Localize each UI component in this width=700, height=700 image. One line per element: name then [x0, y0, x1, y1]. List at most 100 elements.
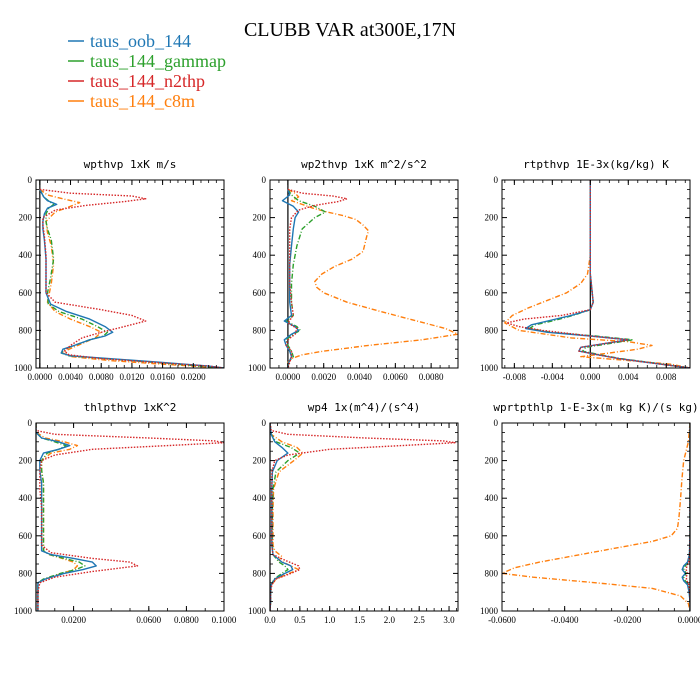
- series-line-taus_144_gammap: [285, 189, 327, 368]
- plot-frame: [269, 422, 459, 612]
- chart-panel: wprtpthlp 1-E-3x(m kg K)/(s kg) 0 200 400 60…: [480, 401, 700, 625]
- x-tick-label: 1.5: [354, 615, 366, 625]
- x-tick-label: 0.1000: [212, 615, 237, 625]
- series-line-taus_oob_144: [36, 423, 97, 611]
- panel-title: wpthvp 1xK m/s: [84, 158, 177, 171]
- y-tick-label: 200: [253, 456, 267, 466]
- series-line-taus_oob_144: [281, 189, 300, 368]
- y-tick-label: 1000: [14, 606, 33, 616]
- legend-label: taus_144_c8m: [90, 91, 195, 111]
- panel-title: wprtpthlp 1-E-3x(m kg K)/(s kg): [493, 401, 698, 414]
- figure-title: CLUBB VAR at300E,17N: [244, 19, 456, 41]
- legend-label: taus_144_gammap: [90, 51, 226, 71]
- x-tick-label: 0.0080: [419, 372, 444, 382]
- panel-title: wp4 1x(m^4)/(s^4): [308, 401, 421, 414]
- x-tick-label: 0.0600: [136, 615, 161, 625]
- series-line-taus_oob_144: [39, 189, 224, 368]
- legend-label: taus_oob_144: [90, 31, 191, 51]
- panel-title: thlpthvp 1xK^2: [84, 401, 177, 414]
- series-line-taus_144_n2thp: [36, 423, 224, 611]
- x-tick-label: -0.004: [541, 372, 565, 382]
- series-line-taus_144_gammap: [528, 180, 690, 368]
- panel-title: wp2thvp 1xK m^2/s^2: [301, 158, 427, 171]
- x-tick-label: 0.0060: [383, 372, 408, 382]
- x-tick-label: 2.0: [384, 615, 396, 625]
- y-tick-label: 800: [19, 568, 33, 578]
- y-tick-label: 200: [253, 213, 267, 223]
- y-tick-label: 1000: [248, 606, 267, 616]
- x-tick-label: 0.0200: [181, 372, 206, 382]
- y-tick-label: 600: [253, 531, 267, 541]
- series-line-taus_144_gammap: [36, 423, 86, 611]
- y-tick-label: 600: [19, 531, 33, 541]
- y-tick-label: 400: [485, 493, 499, 503]
- x-tick-label: 0.0160: [150, 372, 175, 382]
- y-tick-label: 600: [19, 288, 33, 298]
- series-line-taus_144_n2thp: [39, 188, 224, 368]
- x-tick-label: -0.0400: [551, 615, 579, 625]
- y-tick-label: 200: [19, 213, 33, 223]
- chart-panel: wp2thvp 1xK m^2/s^2 0 200 400 600 800 1000 0.00…: [248, 158, 459, 382]
- x-tick-label: 1.0: [324, 615, 336, 625]
- series-line-taus_144_n2thp: [685, 423, 690, 611]
- y-tick-label: 400: [253, 493, 267, 503]
- x-tick-label: 2.5: [414, 615, 426, 625]
- x-tick-label: -0.0600: [488, 615, 516, 625]
- x-tick-label: 0.0080: [89, 372, 114, 382]
- x-tick-label: 0.0120: [120, 372, 145, 382]
- x-tick-label: 0.000: [580, 372, 601, 382]
- y-tick-label: 0: [262, 175, 267, 185]
- series-line-taus_144_c8m: [287, 188, 458, 368]
- panel-title: rtpthvp 1E-3x(kg/kg) K: [523, 158, 669, 171]
- y-tick-label: 400: [19, 250, 33, 260]
- y-tick-label: 200: [485, 213, 499, 223]
- plot-frame: [501, 179, 691, 369]
- y-tick-label: 0: [494, 418, 499, 428]
- y-tick-label: 0: [262, 418, 267, 428]
- x-tick-label: 0.008: [656, 372, 677, 382]
- y-tick-label: 400: [485, 250, 499, 260]
- y-tick-label: 1000: [480, 363, 499, 373]
- x-tick-label: -0.008: [503, 372, 527, 382]
- y-tick-label: 1000: [14, 363, 33, 373]
- plot-frame: [269, 179, 459, 369]
- series-line-taus_144_gammap: [39, 189, 224, 368]
- y-tick-label: 800: [19, 325, 33, 335]
- y-tick-label: 800: [253, 325, 267, 335]
- series-line-taus_144_n2thp: [285, 188, 348, 368]
- x-tick-label: 0.0800: [174, 615, 199, 625]
- y-tick-label: 1000: [480, 606, 499, 616]
- x-tick-label: 0.0000: [678, 615, 700, 625]
- x-tick-label: 3.0: [443, 615, 455, 625]
- y-tick-label: 400: [253, 250, 267, 260]
- series-line-taus_144_c8m: [39, 188, 224, 368]
- y-tick-label: 600: [485, 531, 499, 541]
- chart-panel: rtpthvp 1E-3x(kg/kg) K02004006008001000-…: [480, 158, 691, 382]
- chart-panel: thlpthvp 1xK^2 0 200 400 600 800 1000 0.0200 0.0…: [14, 401, 237, 625]
- y-tick-label: 600: [253, 288, 267, 298]
- y-tick-label: 800: [485, 568, 499, 578]
- y-tick-label: 0: [28, 418, 33, 428]
- series-line-taus_144_c8m: [504, 180, 690, 368]
- plot-frame: [35, 179, 225, 369]
- series-line-taus_144_c8m: [502, 423, 690, 611]
- y-tick-label: 0: [28, 175, 33, 185]
- y-tick-label: 800: [485, 325, 499, 335]
- x-tick-label: 0.0000: [276, 372, 301, 382]
- x-tick-label: 0.0040: [58, 372, 83, 382]
- y-tick-label: 800: [253, 568, 267, 578]
- x-tick-label: 0.0020: [311, 372, 336, 382]
- x-tick-label: -0.0200: [613, 615, 641, 625]
- y-tick-label: 1000: [248, 363, 267, 373]
- x-tick-label: 0.0200: [61, 615, 86, 625]
- series-line-taus_144_n2thp: [506, 180, 690, 368]
- x-tick-label: 0.004: [618, 372, 639, 382]
- series-line-taus_oob_144: [681, 423, 690, 611]
- y-tick-label: 0: [494, 175, 499, 185]
- y-tick-label: 200: [485, 456, 499, 466]
- x-tick-label: 0.5: [294, 615, 306, 625]
